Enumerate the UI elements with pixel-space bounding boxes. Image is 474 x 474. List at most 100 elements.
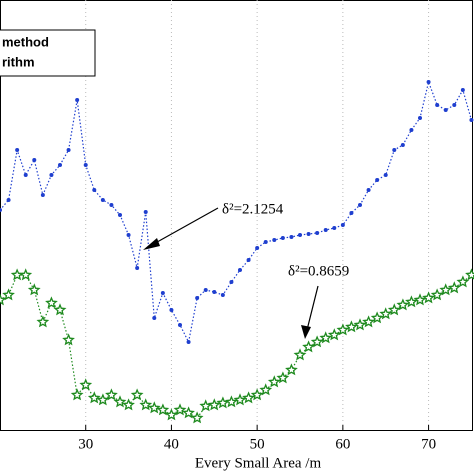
plot-frame: [0, 0, 473, 431]
star-marker: [173, 403, 187, 416]
dot-marker: [289, 235, 294, 239]
dot-marker: [452, 103, 457, 107]
dot-marker: [460, 88, 465, 92]
star-marker: [396, 298, 410, 311]
dot-marker: [375, 178, 380, 182]
dot-marker: [323, 228, 328, 232]
dot-marker: [203, 288, 208, 292]
star-marker: [45, 296, 58, 309]
star-marker: [259, 383, 273, 396]
star-marker: [165, 408, 178, 421]
dot-marker: [186, 340, 191, 344]
dot-marker: [152, 316, 157, 320]
star-marker: [285, 363, 298, 376]
dot-marker: [100, 198, 105, 202]
star-marker: [327, 328, 341, 341]
star-marker: [430, 288, 444, 301]
dot-marker: [280, 236, 285, 240]
dot-marker: [409, 128, 414, 132]
dot-marker: [392, 148, 397, 152]
dot-marker: [238, 268, 242, 272]
dot-marker: [435, 103, 440, 107]
star-marker: [190, 411, 204, 424]
dot-marker: [426, 80, 431, 84]
star-marker: [293, 348, 307, 361]
star-marker: [319, 331, 333, 344]
dot-marker: [298, 233, 302, 237]
dot-marker: [212, 290, 217, 294]
star-marker: [207, 398, 221, 411]
dot-marker: [6, 198, 11, 202]
star-marker: [362, 315, 375, 328]
dot-marker: [306, 232, 311, 236]
dot-marker: [195, 296, 200, 300]
dot-marker: [340, 223, 345, 227]
dot-marker: [75, 98, 80, 102]
dot-marker: [66, 148, 71, 152]
star-marker: [233, 393, 247, 406]
dot-marker: [332, 226, 337, 230]
star-marker: [53, 303, 67, 316]
series-line: [0, 274, 472, 419]
star-marker: [345, 320, 358, 333]
x-axis-label: Every Small Area /m: [195, 455, 322, 471]
plot-area: [0, 0, 474, 430]
star-marker: [379, 307, 393, 320]
star-marker: [105, 388, 118, 401]
dot-marker: [135, 266, 140, 270]
dot-marker: [272, 238, 277, 242]
legend-label: method: [2, 34, 49, 49]
star-marker: [0, 293, 7, 306]
dot-marker: [246, 258, 251, 262]
dot-marker: [229, 280, 234, 284]
star-marker: [36, 315, 50, 328]
legend-label: rithm: [2, 54, 35, 69]
dot-marker: [220, 293, 225, 297]
dot-marker: [32, 158, 37, 162]
star-marker: [447, 281, 461, 294]
dot-marker: [255, 246, 260, 250]
star-marker: [370, 311, 384, 324]
dot-marker: [23, 173, 28, 177]
dot-marker: [109, 203, 114, 207]
star-marker: [87, 391, 101, 404]
annotation: δ²=0.8659: [288, 263, 349, 339]
star-marker: [439, 283, 453, 296]
star-marker: [113, 395, 127, 408]
dot-marker: [263, 240, 268, 244]
dot-marker: [315, 231, 320, 235]
star-marker: [276, 371, 290, 384]
arrow: [306, 285, 319, 331]
annotation-text: δ²=2.1254: [222, 201, 284, 217]
star-marker: [225, 395, 238, 408]
dot-marker: [15, 148, 20, 152]
dot-marker: [49, 173, 54, 177]
star-marker: [405, 295, 418, 308]
star-marker: [422, 291, 435, 304]
dot-marker: [169, 308, 174, 312]
star-marker: [147, 401, 161, 414]
star-marker: [216, 396, 230, 409]
dot-marker: [58, 163, 62, 167]
x-tick-label: 60: [335, 436, 350, 452]
x-tick-label: 40: [164, 436, 179, 452]
dot-marker: [126, 233, 131, 237]
x-tick-label: 70: [421, 436, 436, 452]
star-marker: [242, 391, 255, 404]
star-marker: [62, 333, 75, 346]
dot-marker: [118, 213, 122, 217]
star-marker: [96, 393, 110, 406]
annotation-text: δ²=0.8659: [288, 263, 349, 279]
star-marker: [336, 323, 350, 336]
star-marker: [130, 388, 144, 401]
dot-marker: [383, 173, 388, 177]
star-marker: [79, 378, 93, 391]
star-marker: [27, 283, 41, 296]
star-marker: [456, 275, 470, 288]
dot-marker: [178, 323, 182, 327]
star-marker: [70, 388, 84, 401]
star-marker: [353, 318, 367, 331]
dot-marker: [349, 211, 354, 215]
legend-box: [0, 29, 96, 77]
